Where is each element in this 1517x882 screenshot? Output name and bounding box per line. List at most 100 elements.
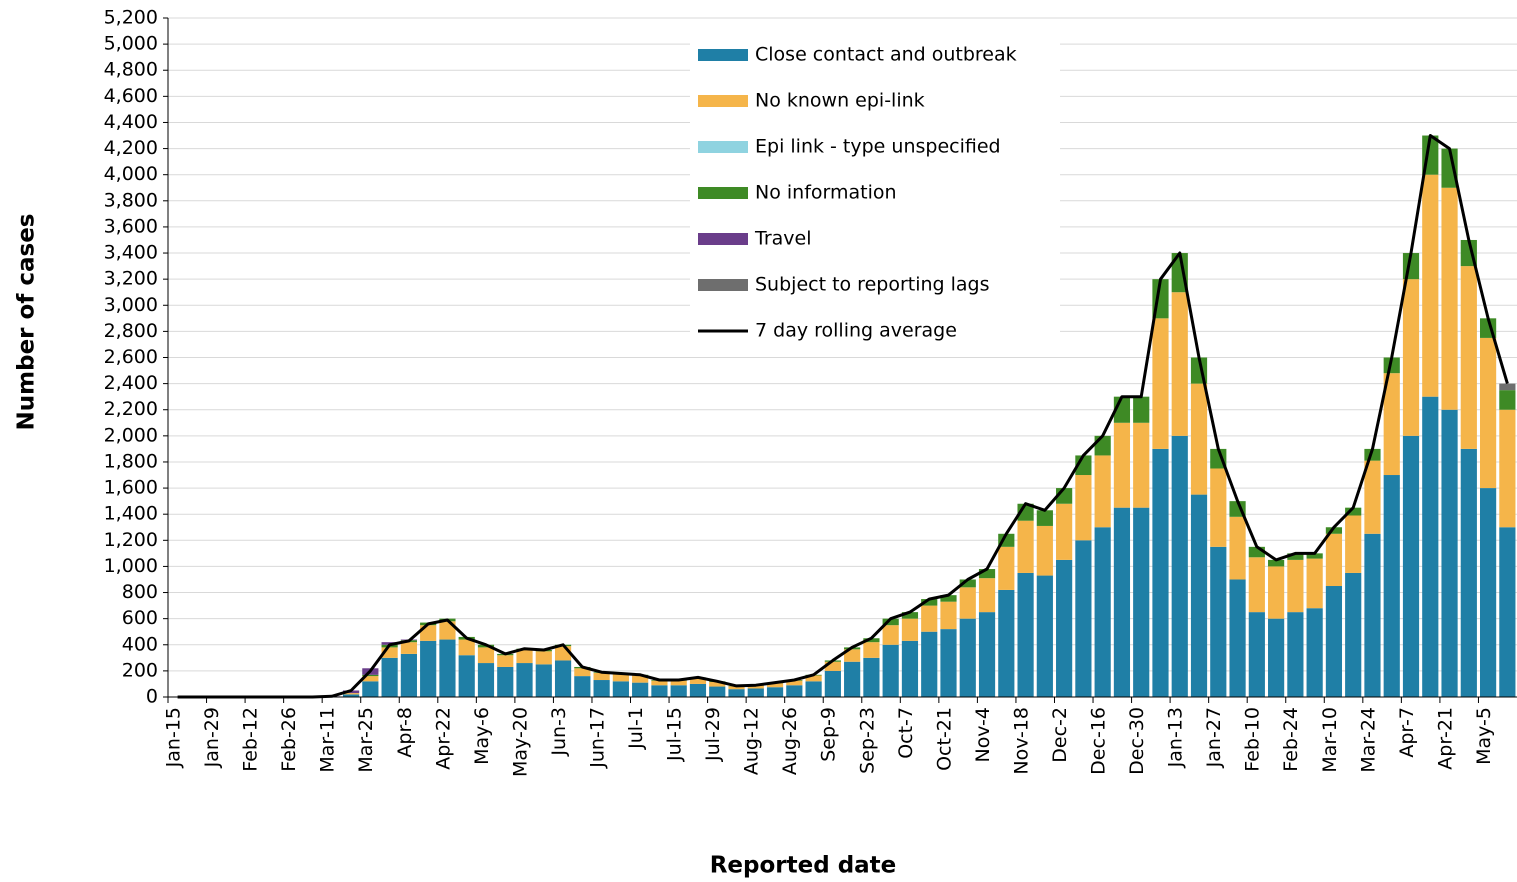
bar-segment xyxy=(1402,435,1420,697)
bar-segment xyxy=(1017,572,1034,697)
x-tick-label: Mar-25 xyxy=(355,707,377,773)
y-tick-label: 4,800 xyxy=(104,59,158,81)
bar-segment xyxy=(1017,520,1034,573)
bar-segment xyxy=(554,660,572,697)
bar-segment xyxy=(959,618,976,697)
bar-segment xyxy=(1268,618,1285,697)
bar-segment xyxy=(901,612,919,619)
x-tick-label: Feb-24 xyxy=(1280,707,1302,772)
bar-segment xyxy=(1094,435,1111,456)
bar-segment xyxy=(612,681,629,697)
bar-segment xyxy=(978,569,996,579)
bar-segment xyxy=(1268,559,1285,567)
y-tick-label: 5,000 xyxy=(104,33,158,55)
x-tick-label: Oct-21 xyxy=(933,707,955,771)
line-layer xyxy=(177,134,1509,699)
x-tick-label: Nov-18 xyxy=(1010,707,1032,775)
y-tick-label: 400 xyxy=(122,633,158,655)
bar-segment xyxy=(1113,507,1131,697)
bar-segment xyxy=(882,618,899,626)
bar-segment xyxy=(574,676,591,697)
bar-segment xyxy=(766,687,784,697)
x-tick-label: Apr-21 xyxy=(1434,707,1456,770)
y-tick-label: 4,600 xyxy=(104,85,158,107)
bar-segment xyxy=(342,694,360,697)
bar-segment xyxy=(709,681,726,687)
bar-segment xyxy=(1248,612,1265,697)
y-tick-label: 1,400 xyxy=(104,503,158,525)
legend-label: 7 day rolling average xyxy=(755,320,957,342)
bar-segment xyxy=(1345,515,1362,573)
bar-segment xyxy=(1441,409,1458,697)
y-tick-label: 5,200 xyxy=(104,7,158,29)
y-tick-label: 800 xyxy=(122,581,158,603)
bar-segment xyxy=(670,680,687,686)
bar-segment xyxy=(921,605,938,632)
bar-segment xyxy=(1325,533,1343,587)
bar-segment xyxy=(1036,510,1053,526)
bar-segment xyxy=(1287,612,1304,697)
legend-swatch xyxy=(698,95,748,107)
y-tick-label: 2,200 xyxy=(104,398,158,420)
bar-segment xyxy=(882,644,899,697)
y-tick-label: 3,000 xyxy=(104,294,158,316)
bar-segment xyxy=(998,589,1015,697)
bar-segment xyxy=(1364,448,1381,461)
bar-segment xyxy=(400,653,417,697)
x-tick-label: May-6 xyxy=(471,707,493,765)
y-tick-label: 1,600 xyxy=(104,477,158,499)
bar-segment xyxy=(1094,527,1111,697)
bar-segment xyxy=(959,579,976,588)
bar-segment xyxy=(1383,475,1400,697)
bars xyxy=(323,135,1516,697)
bar-segment xyxy=(651,680,668,686)
y-tick-label: 3,800 xyxy=(104,189,158,211)
bar-segment xyxy=(1287,559,1304,613)
bar-segment xyxy=(1036,575,1053,697)
bar-segment xyxy=(978,612,996,697)
x-tick-label: Sep-9 xyxy=(818,707,840,762)
x-tick-label: Jun-3 xyxy=(548,707,570,757)
x-tick-label: Feb-26 xyxy=(278,707,300,772)
bar-segment xyxy=(786,680,803,686)
bar-segment xyxy=(477,663,495,697)
bar-segment xyxy=(497,655,514,667)
x-tick-label: Jul-1 xyxy=(625,707,647,750)
x-axis-title: Reported date xyxy=(710,853,897,879)
bar-segment xyxy=(805,681,822,697)
bar-segment xyxy=(420,640,437,697)
bar-segment xyxy=(921,631,938,697)
legend-background xyxy=(690,36,1060,354)
bar-segment xyxy=(1190,383,1208,495)
x-tick-label: Jan-15 xyxy=(163,707,185,768)
x-tick-label: Apr-8 xyxy=(394,707,416,758)
y-tick-label: 1,000 xyxy=(104,555,158,577)
bar-segment xyxy=(978,578,996,613)
bar-segment xyxy=(921,599,938,606)
bar-segment xyxy=(882,625,899,645)
bar-segment xyxy=(1287,553,1304,560)
bar-segment xyxy=(400,642,417,654)
bar-segment xyxy=(458,655,475,697)
bar-segment xyxy=(342,693,360,695)
bar-segment xyxy=(1460,266,1477,449)
bar-segment xyxy=(844,649,861,662)
y-axis-title: Number of cases xyxy=(14,214,40,431)
y-tick-label: 2,000 xyxy=(104,424,158,446)
bar-segment xyxy=(1152,448,1169,697)
bar-segment xyxy=(670,685,687,697)
bar-segment xyxy=(1248,546,1265,558)
bar-segment xyxy=(863,642,880,658)
bar-segment xyxy=(786,685,803,697)
bar-segment xyxy=(1499,383,1516,391)
x-tick-label: Mar-10 xyxy=(1319,707,1341,773)
y-tick-label: 3,200 xyxy=(104,268,158,290)
bar-segment xyxy=(381,647,398,658)
y-tick-label: 2,400 xyxy=(104,372,158,394)
bar-segment xyxy=(1499,409,1516,528)
y-tick-label: 4,000 xyxy=(104,163,158,185)
bar-segment xyxy=(1306,553,1323,559)
legend: Close contact and outbreak No known epi-l… xyxy=(698,44,1017,342)
y-tick-label: 600 xyxy=(122,607,158,629)
